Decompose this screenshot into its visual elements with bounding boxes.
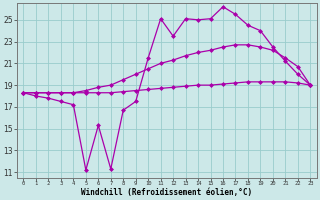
X-axis label: Windchill (Refroidissement éolien,°C): Windchill (Refroidissement éolien,°C) (81, 188, 252, 197)
